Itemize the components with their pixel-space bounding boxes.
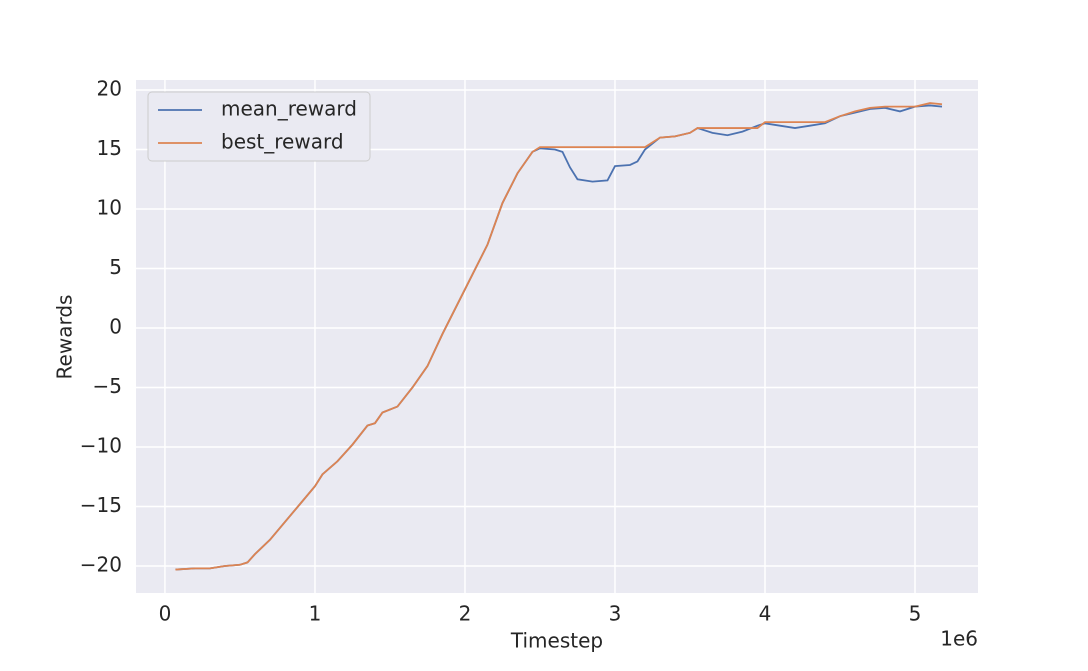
x-offset-label: 1e6: [940, 627, 978, 651]
y-tick-label: 20: [97, 76, 122, 100]
x-tick-label: 0: [159, 602, 172, 626]
x-tick-label: 1: [309, 602, 322, 626]
x-tick-label: 5: [909, 602, 922, 626]
legend-label: best_reward: [221, 130, 344, 154]
x-axis-label: Timestep: [510, 629, 603, 653]
y-tick-label: 10: [97, 195, 122, 219]
y-tick-label: −5: [93, 374, 122, 398]
x-tick-label: 4: [759, 602, 772, 626]
y-tick-label: 5: [109, 255, 122, 279]
y-tick-label: −10: [80, 433, 122, 457]
legend-box: [147, 91, 371, 162]
y-tick-label: 0: [109, 314, 122, 338]
plot-area: [136, 80, 978, 593]
line-series: [175, 102, 943, 571]
x-tick-label: 2: [459, 602, 472, 626]
y-tick-label: −15: [80, 493, 122, 517]
y-tick-label: 15: [97, 136, 122, 160]
legend-label: mean_reward: [221, 97, 357, 121]
x-tick-label: 3: [609, 602, 622, 626]
y-tick-label: −20: [80, 552, 122, 576]
y-axis-label: Rewards: [53, 295, 77, 380]
